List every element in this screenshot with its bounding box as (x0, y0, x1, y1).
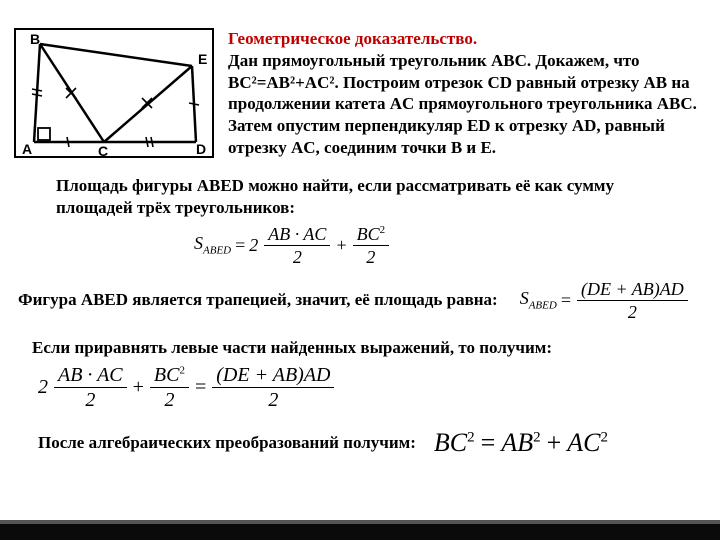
row-2: Фигура ABED является трапецией, значит, … (18, 280, 702, 321)
equation-3: 2 AB · AC2 + BC22 = (DE + AB)AD2 (38, 365, 702, 410)
page-content: A B C D E Геометрическое доказательство.… (0, 0, 720, 468)
point-c-label: C (98, 143, 108, 156)
row-4: После алгебраических преобразований полу… (38, 428, 702, 458)
intro-block: Геометрическое доказательство. Дан прямо… (228, 28, 702, 159)
point-d-label: D (196, 141, 206, 156)
point-b-label: B (30, 31, 40, 47)
point-a-label: A (22, 141, 32, 156)
paragraph-3: Если приравнять левые части найденных вы… (32, 337, 672, 359)
geometry-diagram: A B C D E (14, 28, 214, 158)
paragraph-4: После алгебраических преобразований полу… (38, 432, 416, 454)
paragraph-1: Площадь фигуры ABED можно найти, если ра… (56, 175, 672, 219)
equation-2: SABED = (DE + AB)AD2 (520, 280, 690, 321)
footer-bar (0, 524, 720, 540)
paragraph-2: Фигура ABED является трапецией, значит, … (18, 289, 498, 311)
equation-4: BC2 = AB2 + AC2 (434, 428, 608, 458)
top-row: A B C D E Геометрическое доказательство.… (14, 28, 702, 159)
equation-1: SABED = 2 AB · AC2 + BC22 (194, 225, 702, 266)
point-e-label: E (198, 51, 207, 67)
intro-text: Дан прямоугольный треугольник ABC. Докаж… (228, 50, 702, 159)
proof-title: Геометрическое доказательство. (228, 28, 702, 50)
